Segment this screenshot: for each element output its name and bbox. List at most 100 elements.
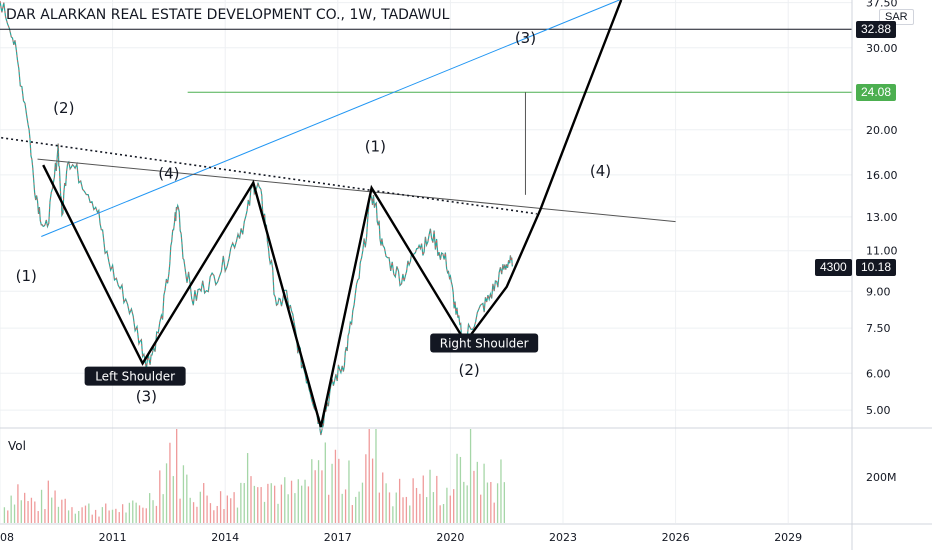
y-tick-label: 7.50 bbox=[866, 322, 891, 335]
price-series bbox=[0, 1, 513, 436]
volume-bar bbox=[246, 453, 249, 523]
volume-bar bbox=[64, 498, 66, 523]
volume-bar bbox=[219, 491, 222, 523]
volume-bar bbox=[78, 510, 80, 523]
volume-bar bbox=[3, 507, 6, 523]
annotation-box bbox=[84, 366, 186, 386]
volume-bar bbox=[307, 486, 310, 523]
channel-line bbox=[41, 0, 620, 237]
price-line-up bbox=[0, 1, 513, 436]
volume-bar bbox=[500, 459, 502, 523]
volume-bar bbox=[297, 479, 299, 523]
volume-bar bbox=[91, 514, 93, 523]
volume-bar bbox=[240, 482, 242, 523]
wave-count-label: (3) bbox=[515, 29, 536, 47]
volume-bar bbox=[456, 453, 458, 523]
volume-bar bbox=[358, 491, 360, 523]
volume-bar bbox=[284, 477, 286, 523]
volume-bar bbox=[395, 492, 397, 523]
volume-label: Vol bbox=[8, 439, 26, 453]
symbol-code-badge: 4300 bbox=[815, 259, 852, 276]
volume-bar bbox=[138, 505, 141, 523]
volume-bar bbox=[199, 491, 201, 523]
volume-bar bbox=[152, 500, 154, 523]
volume-bar bbox=[250, 476, 252, 523]
volume-bar bbox=[270, 483, 272, 523]
wave-path bbox=[42, 0, 623, 428]
volume-bar bbox=[493, 502, 495, 523]
annotation-label: Right Shoulder bbox=[440, 337, 529, 351]
volume-bar bbox=[429, 469, 431, 523]
x-tick-label: 2020 bbox=[436, 531, 464, 544]
volume-bar bbox=[442, 504, 445, 523]
volume-bar bbox=[476, 461, 478, 523]
volume-bar bbox=[304, 479, 306, 523]
volume-bar bbox=[44, 509, 46, 523]
volume-bar bbox=[105, 503, 107, 523]
volume-bar bbox=[165, 463, 168, 523]
volume-bar bbox=[290, 480, 293, 523]
wave-count-label: (4) bbox=[590, 162, 611, 180]
volume-bar bbox=[426, 497, 428, 523]
volume-bar bbox=[378, 492, 381, 523]
volume-bar bbox=[459, 456, 462, 523]
volume-bar bbox=[74, 513, 76, 523]
volume-bar bbox=[54, 490, 56, 523]
neckline-dotted bbox=[0, 136, 537, 215]
volume-bar bbox=[149, 493, 151, 523]
x-tick-label: 2023 bbox=[549, 531, 577, 544]
x-tick-label: 2026 bbox=[662, 531, 690, 544]
y-tick-label: 11.00 bbox=[866, 245, 898, 258]
volume-bar bbox=[294, 493, 296, 523]
volume-bar bbox=[466, 485, 468, 523]
annotation-box bbox=[430, 333, 539, 353]
volume-bar bbox=[118, 512, 120, 523]
volume-bar bbox=[348, 460, 350, 523]
wave-count-label: (1) bbox=[365, 138, 386, 156]
volume-bar bbox=[179, 498, 181, 523]
volume-bar bbox=[7, 510, 9, 523]
volume-bar bbox=[71, 507, 73, 523]
drawing-layer[interactable] bbox=[0, 0, 852, 428]
volume-bar bbox=[189, 497, 191, 523]
volume-bar bbox=[338, 458, 340, 523]
volume-bar bbox=[226, 495, 228, 523]
x-tick-label: 2017 bbox=[324, 531, 352, 544]
volume-bar bbox=[361, 482, 364, 523]
volume-bar bbox=[392, 506, 394, 523]
volume-bar bbox=[172, 476, 174, 523]
volume-bar bbox=[47, 480, 49, 523]
volume-bar bbox=[40, 489, 43, 523]
volume-bar bbox=[30, 497, 33, 523]
volume-bar bbox=[398, 478, 401, 523]
volume-bar bbox=[368, 429, 370, 523]
volume-bar bbox=[37, 511, 39, 523]
volume-bar bbox=[344, 489, 347, 523]
volume-bar bbox=[449, 495, 451, 523]
y-tick-label: 30.00 bbox=[866, 42, 898, 55]
y-tick-label: 20.00 bbox=[866, 124, 898, 137]
volume-bar bbox=[213, 510, 215, 523]
wave-count-label: (3) bbox=[136, 387, 157, 405]
volume-bar bbox=[257, 487, 259, 523]
volume-bar bbox=[277, 503, 279, 523]
volume-bar bbox=[230, 498, 232, 523]
volume-bar bbox=[503, 482, 505, 523]
volume-bar bbox=[243, 483, 245, 523]
y-tick-label: 6.00 bbox=[866, 367, 891, 380]
wave-count-label: (4) bbox=[158, 165, 179, 183]
volume-bar bbox=[24, 492, 26, 523]
volume-bar bbox=[375, 429, 377, 523]
price-badge-target: 24.08 bbox=[856, 84, 897, 101]
volume-bar bbox=[365, 454, 367, 523]
volume-bar bbox=[317, 460, 320, 523]
volume-bar bbox=[402, 497, 404, 523]
volume-bar bbox=[61, 499, 63, 523]
volume-bar bbox=[10, 495, 12, 523]
volume-bar bbox=[328, 494, 330, 523]
chart-title: DAR ALARKAN REAL ESTATE DEVELOPMENT CO.,… bbox=[6, 7, 450, 23]
volume-bar bbox=[331, 463, 333, 523]
